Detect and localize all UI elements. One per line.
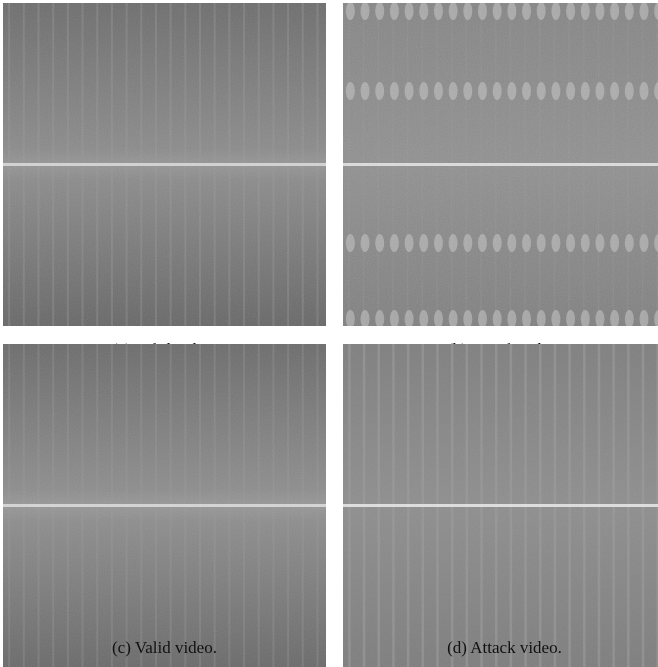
center-frequency-line-b xyxy=(343,163,658,166)
spectrum-svg-c xyxy=(3,344,326,667)
center-frequency-line-d xyxy=(343,504,658,507)
center-frequency-line-a xyxy=(3,163,326,166)
caption-d: (d) Attack video. xyxy=(447,638,562,657)
spectrum-svg-d xyxy=(343,344,658,667)
spectrum-svg-a xyxy=(3,3,326,326)
spectrum-image-a xyxy=(3,3,326,326)
center-frequency-line-c xyxy=(3,504,326,507)
spectrum-svg-b xyxy=(343,3,658,326)
spectrum-image-d xyxy=(343,344,658,667)
caption-c: (c) Valid video. xyxy=(112,638,217,657)
spectrum-image-c xyxy=(3,344,326,667)
spectrum-image-b xyxy=(343,3,658,326)
